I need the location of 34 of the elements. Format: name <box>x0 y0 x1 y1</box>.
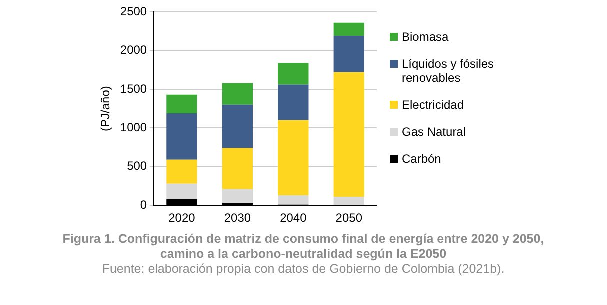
bar <box>278 84 309 120</box>
bar <box>222 104 254 148</box>
bar <box>334 22 364 36</box>
x-tick-label: 2020 <box>168 211 196 226</box>
legend-label: Gas Natural <box>402 125 466 139</box>
bar <box>278 63 309 85</box>
bar <box>334 197 364 206</box>
legend-label: Electricidad <box>402 98 464 112</box>
bar <box>334 72 364 198</box>
legend-label: Biomasa <box>402 30 449 44</box>
bar <box>166 94 198 114</box>
bar <box>222 83 254 105</box>
bar <box>166 113 198 160</box>
bar <box>222 148 254 190</box>
bar <box>278 196 309 205</box>
y-tick-label: 2500 <box>120 4 148 18</box>
bar <box>278 120 309 196</box>
legend-label: Líquidos y fósiles renovables <box>402 57 496 85</box>
bar <box>334 36 364 72</box>
bar <box>222 189 254 204</box>
y-tick-label: 1000 <box>120 120 148 134</box>
y-tick-label: 1500 <box>120 82 148 96</box>
source-note: Fuente: elaboración propia con datos de Gobierno de Colombia (2021b). <box>101 262 506 277</box>
y-tick-label: 2000 <box>120 43 148 58</box>
x-tick-label: 2030 <box>224 211 252 226</box>
x-tick-label: 2050 <box>336 211 363 226</box>
y-axis-title: (PJ/año) <box>98 86 113 132</box>
legend-label: Carbón <box>402 152 442 166</box>
y-tick-label: 500 <box>127 159 148 174</box>
x-tick-label: 2040 <box>280 211 308 226</box>
bar <box>166 160 198 184</box>
y-tick-label: 0 <box>140 198 148 212</box>
text: Figura 1. Configuración de matriz de consumo final de energía entre 2020 y 2050, camino a la carbono-neutralidad según la E2050 <box>62 232 546 262</box>
bar <box>166 184 198 200</box>
